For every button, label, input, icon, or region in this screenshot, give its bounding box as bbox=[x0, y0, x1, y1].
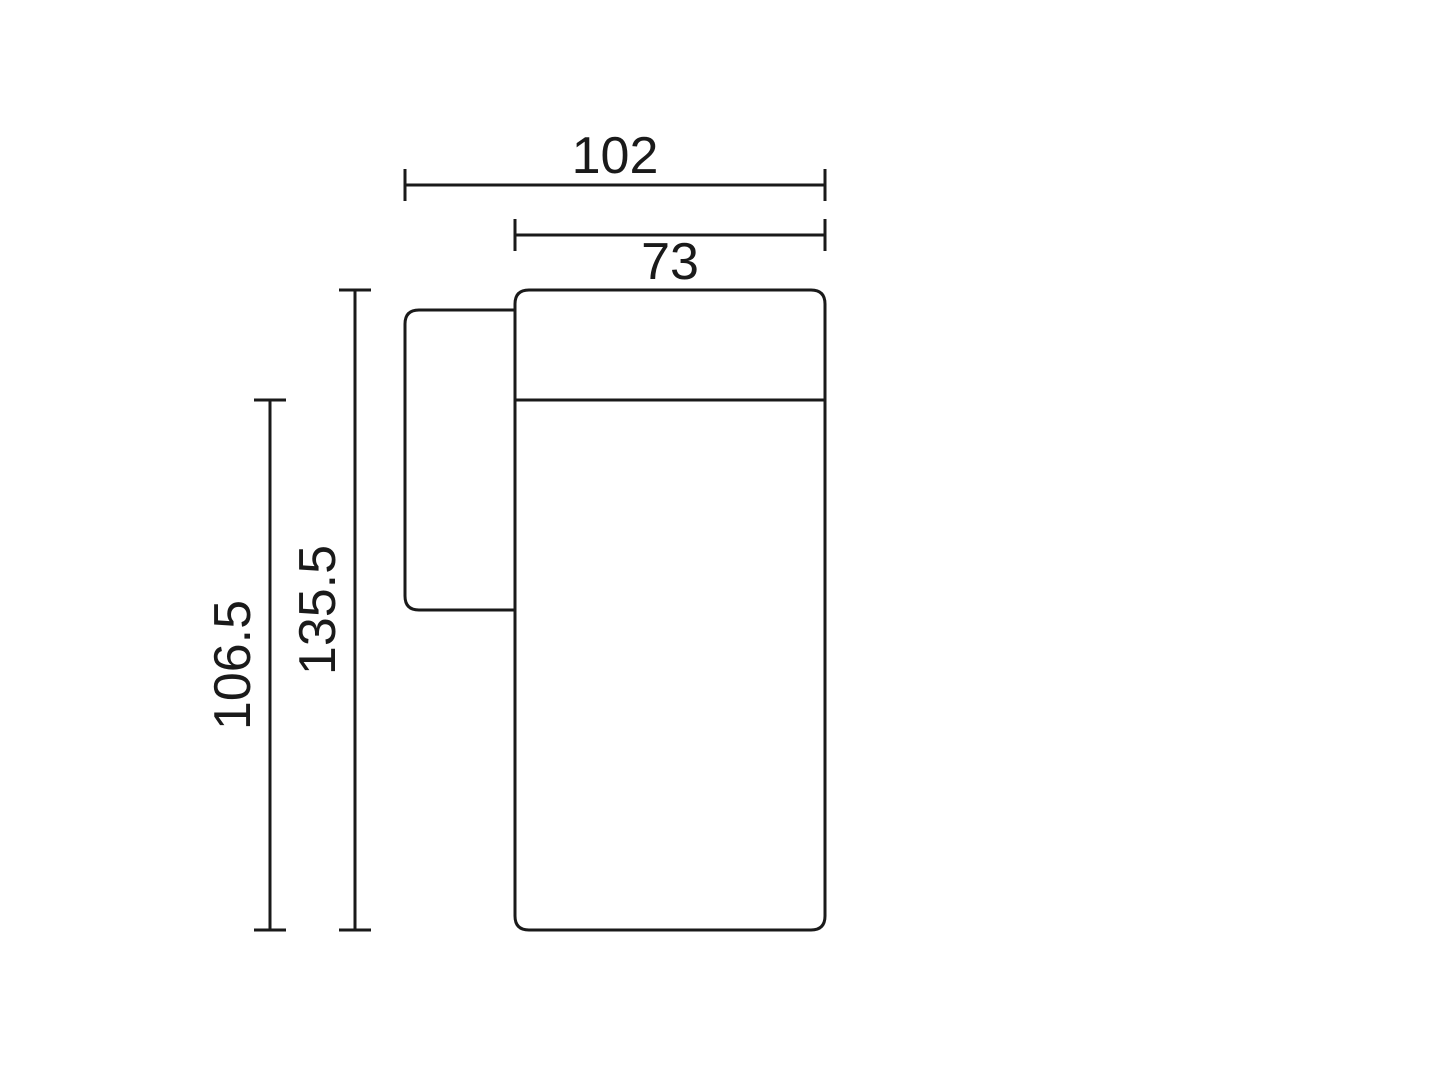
shape-part bbox=[405, 310, 515, 610]
shape-part bbox=[515, 400, 825, 930]
dim-label-height-inner: 135.5 bbox=[289, 545, 347, 675]
dim-label-width-outer: 102 bbox=[572, 127, 659, 185]
dim-label-height-outer: 106.5 bbox=[204, 600, 262, 730]
shape-part bbox=[515, 290, 825, 400]
dim-label-width-inner: 73 bbox=[641, 233, 699, 291]
